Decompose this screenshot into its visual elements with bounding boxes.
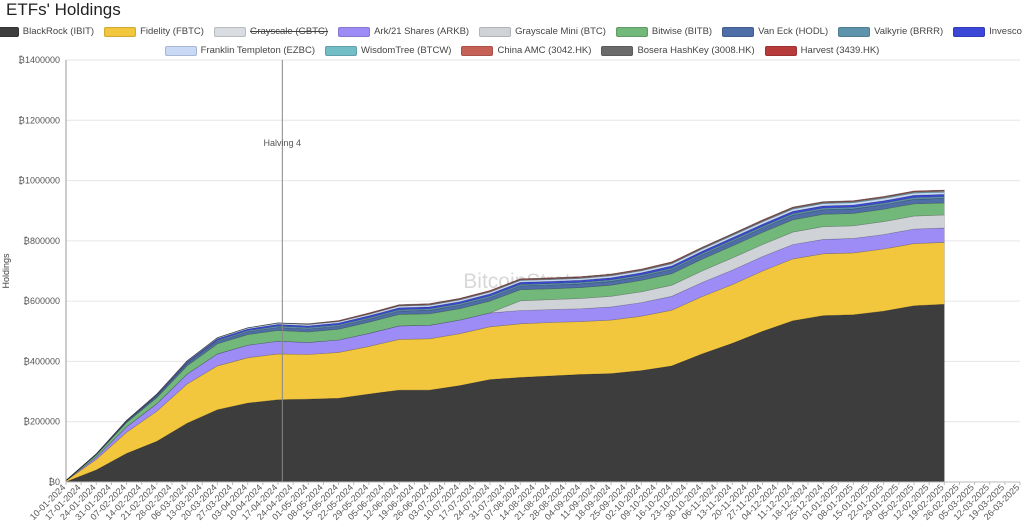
legend-swatch	[213, 26, 246, 37]
area-harvest-3439-hk-	[65, 189, 945, 481]
legend-item[interactable]: China AMC (3042.HK)	[461, 45, 591, 56]
halving-label: Halving 4	[264, 138, 302, 148]
area-invesco-btco-	[65, 194, 945, 481]
legend-swatch	[164, 45, 197, 56]
y-tick-label: ₿400000	[23, 356, 60, 366]
legend-label: Ark/21 Shares (ARKB)	[374, 26, 470, 37]
legend-label: Bosera HashKey (3008.HK)	[637, 45, 755, 56]
legend-swatch	[325, 45, 358, 56]
legend-item[interactable]: Bitwise (BITB)	[615, 26, 713, 37]
y-tick-label: ₿200000	[23, 417, 60, 427]
legend-swatch	[479, 26, 512, 37]
legend-label: WisdomTree (BTCW)	[361, 45, 452, 56]
y-tick-label: ₿800000	[23, 236, 60, 246]
legend-item[interactable]: Bosera HashKey (3008.HK)	[601, 45, 755, 56]
legend-label: Grayscale Mini (BTC)	[515, 26, 606, 37]
legend-item[interactable]: Franklin Templeton (EZBC)	[164, 45, 316, 56]
legend-swatch	[953, 26, 986, 37]
legend-swatch	[338, 26, 371, 37]
legend-item[interactable]: BlackRock (IBIT)	[0, 26, 94, 37]
y-axis-title: Holdings	[1, 253, 11, 289]
legend-label: Fidelity (FBTC)	[140, 26, 204, 37]
legend-swatch	[461, 45, 494, 56]
area-franklin-templeton-ezbc-	[65, 191, 945, 481]
legend-swatch	[764, 45, 797, 56]
legend-label: China AMC (3042.HK)	[497, 45, 592, 56]
legend-item[interactable]: Harvest (3439.HK)	[764, 45, 880, 56]
area-wisdomtree-btcw-	[65, 190, 945, 481]
y-tick-label: ₿1000000	[18, 176, 60, 186]
legend-swatch	[722, 26, 755, 37]
legend-row: Franklin Templeton (EZBC) WisdomTree (BTC…	[20, 41, 1024, 60]
legend-item[interactable]: Invesco (BTCO)	[953, 26, 1024, 37]
legend-item[interactable]: Fidelity (FBTC)	[104, 26, 204, 37]
y-tick-label: ₿1400000	[18, 55, 60, 65]
legend-item[interactable]: Van Eck (HODL)	[722, 26, 828, 37]
area-china-amc-3042-hk-	[65, 190, 945, 481]
y-tick-label: ₿0	[48, 477, 60, 487]
legend-label: Valkyrie (BRRR)	[874, 26, 944, 37]
legend-swatch	[601, 45, 634, 56]
chart-title: ETFs' Holdings	[6, 0, 121, 19]
legend-swatch	[615, 26, 648, 37]
legend-swatch	[104, 26, 137, 37]
legend-label: Harvest (3439.HK)	[800, 45, 880, 56]
legend-label: BlackRock (IBIT)	[22, 26, 95, 37]
legend-item[interactable]: Grayscale Mini (BTC)	[479, 26, 606, 37]
legend-label: Bitwise (BITB)	[651, 26, 713, 37]
legend-swatch	[838, 26, 871, 37]
area-grayscale-mini-btc-	[65, 214, 945, 481]
legend-item[interactable]: WisdomTree (BTCW)	[325, 45, 451, 56]
chart-legend: BlackRock (IBIT) Fidelity (FBTC) Grayscale…	[0, 22, 1024, 60]
y-tick-label: ₿1200000	[18, 115, 60, 125]
legend-label: Franklin Templeton (EZBC)	[200, 45, 316, 56]
legend-item[interactable]: Ark/21 Shares (ARKB)	[338, 26, 469, 37]
legend-label: Van Eck (HODL)	[758, 26, 829, 37]
legend-label: Invesco (BTCO)	[989, 26, 1024, 37]
legend-item[interactable]: Grayscale (GBTC)	[213, 26, 329, 37]
y-tick-label: ₿600000	[23, 296, 60, 306]
legend-row: BlackRock (IBIT) Fidelity (FBTC) Grayscale…	[0, 22, 1024, 41]
legend-swatch	[0, 26, 19, 37]
legend-label: Grayscale (GBTC)	[249, 26, 329, 37]
legend-item[interactable]: Valkyrie (BRRR)	[838, 26, 943, 37]
